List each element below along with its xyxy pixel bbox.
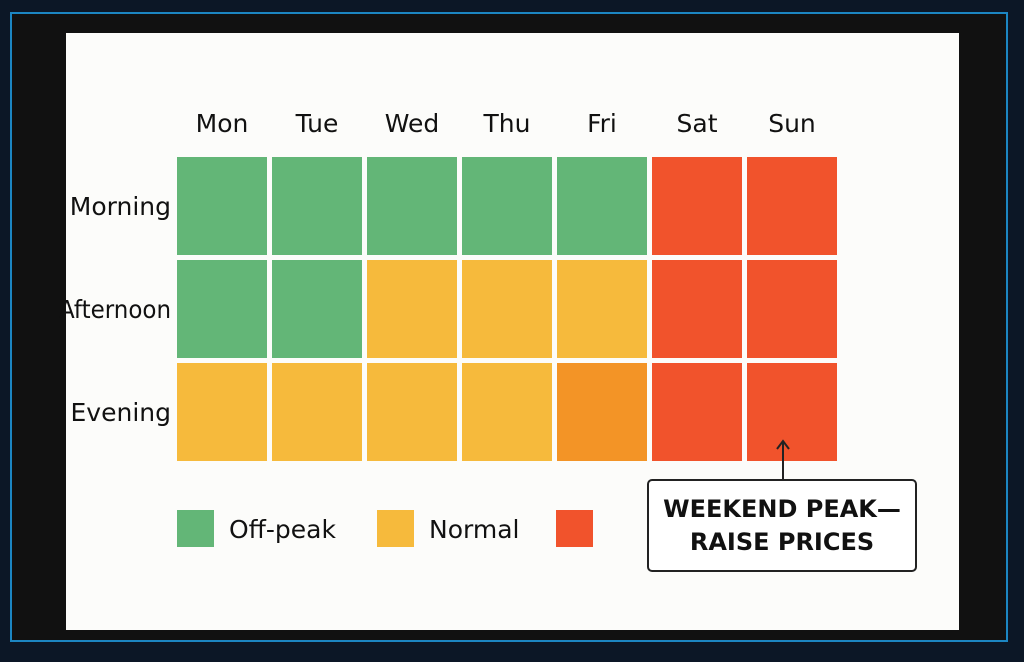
legend-label-off-peak: Off-peak <box>229 515 336 544</box>
cell-morning-sun <box>747 157 837 255</box>
annotation-text: WEEKEND PEAK— RAISE PRICES <box>663 494 901 556</box>
legend-swatch-normal <box>377 510 414 547</box>
cell-afternoon-tue <box>272 260 362 358</box>
heatmap-cells <box>177 157 837 461</box>
cell-morning-tue <box>272 157 362 255</box>
cell-afternoon-mon <box>177 260 267 358</box>
cell-evening-mon <box>177 363 267 461</box>
legend: Off-peak Normal <box>177 510 593 547</box>
x-tick-thu: Thu <box>483 109 531 138</box>
x-tick-sun: Sun <box>768 109 816 138</box>
cell-morning-wed <box>367 157 457 255</box>
y-axis-ticks: Morning Afternoon Evening <box>59 192 171 427</box>
y-tick-evening: Evening <box>71 398 171 427</box>
cell-evening-wed <box>367 363 457 461</box>
cell-afternoon-wed <box>367 260 457 358</box>
cell-morning-thu <box>462 157 552 255</box>
x-tick-fri: Fri <box>587 109 617 138</box>
cell-afternoon-sun <box>747 260 837 358</box>
y-tick-afternoon: Afternoon <box>59 295 171 324</box>
x-tick-tue: Tue <box>295 109 339 138</box>
x-tick-mon: Mon <box>196 109 249 138</box>
cell-evening-tue <box>272 363 362 461</box>
x-axis-ticks: Mon Tue Wed Thu Fri Sat Sun <box>196 109 816 138</box>
annotation-callout: WEEKEND PEAK— RAISE PRICES <box>647 479 917 572</box>
legend-label-normal: Normal <box>429 515 519 544</box>
cell-evening-fri <box>557 363 647 461</box>
cell-afternoon-sat <box>652 260 742 358</box>
cell-afternoon-thu <box>462 260 552 358</box>
legend-swatch-item-2 <box>556 510 593 547</box>
x-tick-wed: Wed <box>385 109 440 138</box>
cell-evening-sat <box>652 363 742 461</box>
y-tick-morning: Morning <box>70 192 171 221</box>
cell-morning-fri <box>557 157 647 255</box>
cell-evening-thu <box>462 363 552 461</box>
annotation-arrowhead <box>776 439 790 450</box>
cell-morning-mon <box>177 157 267 255</box>
x-tick-sat: Sat <box>677 109 718 138</box>
cell-evening-sun <box>747 363 837 461</box>
cell-morning-sat <box>652 157 742 255</box>
legend-swatch-off-peak <box>177 510 214 547</box>
cell-afternoon-fri <box>557 260 647 358</box>
